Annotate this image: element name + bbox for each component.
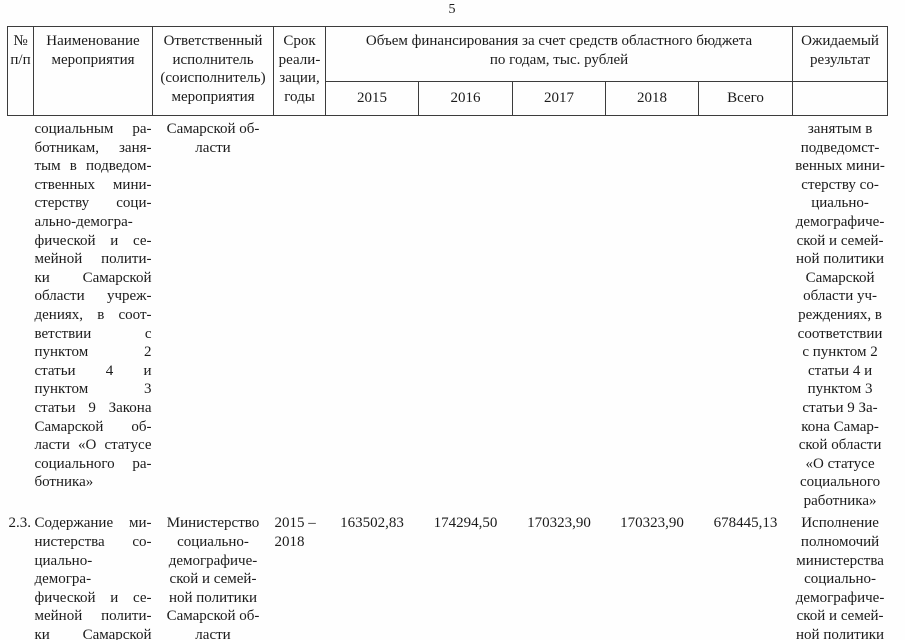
executor-cell: Самарской об- ласти	[166, 121, 260, 156]
table-body: социальным ра-ботникам, заня-тым в подве…	[8, 116, 888, 640]
measure-name-cell: социальным ра-ботникам, заня-тым в подве…	[34, 121, 152, 491]
row-number-cell: 2.3.	[8, 515, 32, 532]
header-year-2015: 2015	[325, 81, 419, 116]
funding-2016-cell	[419, 116, 513, 511]
header-row-number: № п/п	[7, 26, 34, 116]
header-executor: Ответственный исполнитель (соисполнитель…	[152, 26, 274, 116]
table-row-continuation: социальным ра-ботникам, заня-тым в подве…	[8, 116, 888, 511]
term-cell	[274, 116, 326, 511]
funding-2018-cell: 170323,90	[620, 515, 684, 532]
funding-2016-cell: 174294,50	[433, 515, 498, 532]
funding-total-cell	[699, 116, 793, 511]
funding-2015-cell	[326, 116, 419, 511]
term-cell: 2015 – 2018	[274, 515, 316, 551]
funding-2017-cell: 170323,90	[527, 515, 591, 532]
header-year-2018: 2018	[605, 81, 699, 116]
header-year-2016: 2016	[418, 81, 513, 116]
funding-2018-cell	[606, 116, 699, 511]
funding-2015-cell: 163502,83	[340, 515, 404, 532]
measure-name-cell: Содержание ми-нистерства со-циально-демо…	[34, 515, 152, 640]
expected-result-cell: занятым в подведомст- венных мини- стерс…	[795, 121, 885, 509]
header-year-2017: 2017	[512, 81, 606, 116]
header-year-total: Всего	[697, 81, 794, 116]
funding-total-cell: 678445,13	[713, 515, 778, 532]
table-row-2-3: 2.3. Содержание ми-нистерства со-циально…	[8, 510, 888, 640]
header-result-empty-cell	[792, 81, 889, 116]
expected-result-cell: Исполнение полномочий министерства социа…	[795, 515, 885, 640]
header-funding: Объем финансирования за счет средств обл…	[324, 26, 794, 82]
page-number: 5	[448, 2, 456, 17]
funding-table: № п/п Наименование мероприятия Ответстве…	[7, 26, 889, 640]
funding-2017-cell	[513, 116, 606, 511]
table-header: № п/п Наименование мероприятия Ответстве…	[7, 26, 889, 116]
header-term: Срок реали- зации, годы	[273, 26, 326, 116]
row-number-cell	[8, 116, 34, 511]
header-measure-name: Наименование мероприятия	[33, 26, 153, 116]
header-expected-result: Ожидаемый результат	[792, 26, 889, 82]
executor-cell: Министерство социально- демографиче- ско…	[166, 515, 260, 640]
